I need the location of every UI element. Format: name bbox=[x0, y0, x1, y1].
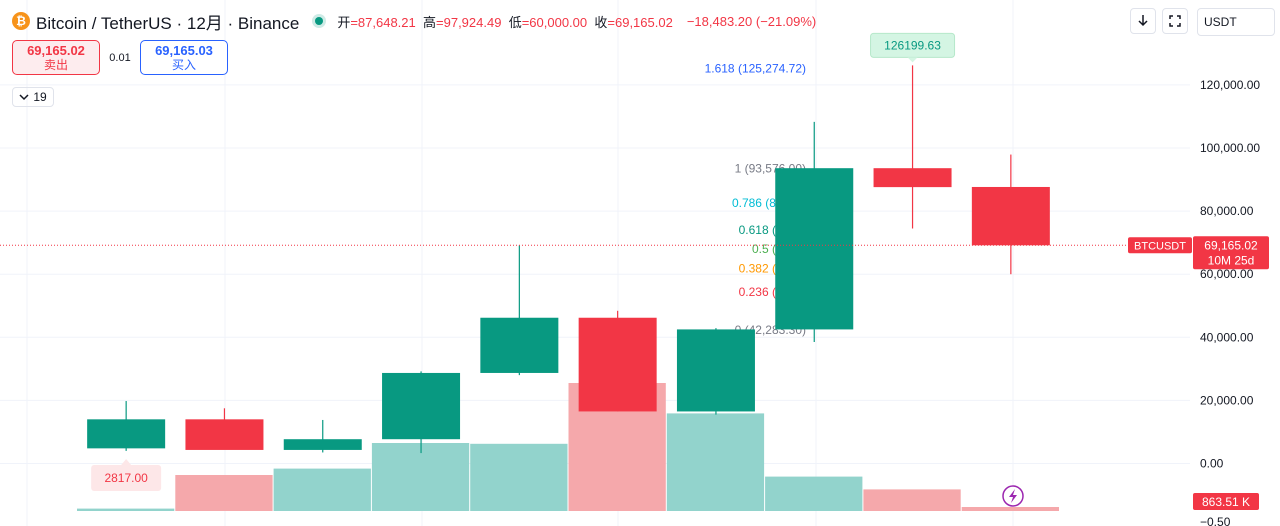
download-button[interactable] bbox=[1130, 8, 1156, 34]
open-value: =87,648.21 bbox=[350, 14, 416, 30]
high-label-pointer bbox=[907, 57, 918, 63]
price-change: −18,483.20 (−21.09%) bbox=[686, 13, 817, 29]
volume-bar bbox=[273, 468, 371, 511]
indicators-count: 19 bbox=[33, 90, 47, 104]
buy-label: 买入 bbox=[171, 58, 196, 72]
ohlc-values: 开=87,648.21 高=97,924.49 低=60,000.00 收=69… bbox=[337, 12, 673, 31]
currency-value: USDT bbox=[1204, 15, 1237, 29]
lightning-bolt-icon bbox=[1009, 489, 1017, 503]
price-axis-label: 40,000.00 bbox=[1200, 330, 1254, 344]
price-axis-label: 60,000.00 bbox=[1200, 267, 1254, 281]
volume-bar bbox=[863, 489, 961, 511]
sell-label: 卖出 bbox=[43, 58, 68, 72]
candle-body[interactable] bbox=[382, 372, 461, 440]
candle-body[interactable] bbox=[873, 168, 952, 188]
price-axis-label: 80,000.00 bbox=[1200, 204, 1254, 218]
currency-select[interactable]: USDT bbox=[1197, 8, 1275, 36]
fullscreen-icon bbox=[1169, 15, 1181, 27]
low-value: =60,000.00 bbox=[521, 14, 588, 30]
high-label: 高 bbox=[423, 14, 437, 30]
trade-panel: 69,165.02 卖出 0.01 69,165.03 买入 bbox=[12, 40, 228, 75]
bitcoin-logo-icon: ₿ bbox=[12, 12, 30, 30]
sell-price: 69,165.02 bbox=[27, 43, 85, 58]
candle-body[interactable] bbox=[283, 439, 362, 450]
high-value: =97,924.49 bbox=[436, 14, 502, 30]
candle-body[interactable] bbox=[676, 329, 755, 412]
symbol-tag: BTCUSDT bbox=[1134, 240, 1186, 252]
buy-button[interactable]: 69,165.03 买入 bbox=[140, 40, 228, 75]
symbol-title[interactable]: Bitcoin / TetherUS · 12月 · Binance bbox=[36, 13, 300, 33]
volume-tag-bg bbox=[1193, 493, 1259, 510]
fib-level-label: 1.618 (125,274.72) bbox=[705, 61, 806, 75]
volume-bar bbox=[666, 413, 765, 511]
price-axis-label: 100,000.00 bbox=[1200, 141, 1260, 155]
price-axis-label: 0.00 bbox=[1200, 457, 1224, 471]
volume-bar bbox=[470, 443, 568, 511]
price-axis-label: −0.50 bbox=[1200, 515, 1231, 526]
volume-bar bbox=[765, 476, 863, 511]
price-axis-label: 20,000.00 bbox=[1200, 393, 1254, 407]
close-value: =69,165.02 bbox=[607, 14, 673, 30]
market-open-status-icon bbox=[315, 17, 324, 25]
symbol-tag-bg bbox=[1128, 237, 1192, 254]
volume-value-label: 863.51 K bbox=[1202, 495, 1250, 509]
low-label: 低 bbox=[508, 14, 522, 30]
sell-button[interactable]: 69,165.02 卖出 bbox=[12, 40, 100, 75]
open-label: 开 bbox=[337, 14, 351, 30]
volume-bar bbox=[77, 508, 175, 511]
last-price-tag-bg bbox=[1193, 236, 1269, 270]
chart-header: ₿ Bitcoin / TetherUS · 12月 · Binance 开=8… bbox=[12, 10, 817, 33]
price-axis-label: 120,000.00 bbox=[1200, 78, 1260, 92]
low-label-bg bbox=[91, 465, 162, 491]
fullscreen-button[interactable] bbox=[1162, 8, 1188, 34]
last-price-label: 69,165.02 bbox=[1204, 238, 1258, 252]
download-icon bbox=[1138, 15, 1148, 27]
volume-bar bbox=[371, 443, 470, 511]
low-label: 2817.00 bbox=[104, 471, 148, 485]
spread-value: 0.01 bbox=[109, 51, 131, 64]
candle-body[interactable] bbox=[87, 419, 166, 449]
candle-body[interactable] bbox=[185, 419, 264, 450]
candle-body[interactable] bbox=[480, 317, 559, 373]
low-label-pointer bbox=[121, 459, 132, 465]
chevron-down-icon bbox=[19, 94, 29, 101]
close-label: 收 bbox=[594, 14, 608, 30]
candle-body[interactable] bbox=[775, 168, 854, 330]
buy-price: 69,165.03 bbox=[155, 43, 213, 58]
volume-bar bbox=[175, 475, 273, 511]
candle-body[interactable] bbox=[578, 317, 657, 412]
high-label: 126199.63 bbox=[884, 38, 941, 52]
volume-bar bbox=[961, 507, 1059, 511]
candle-body[interactable] bbox=[971, 186, 1050, 246]
countdown-label: 10M 25d bbox=[1208, 253, 1255, 267]
indicators-toggle-button[interactable]: 19 bbox=[12, 87, 54, 107]
